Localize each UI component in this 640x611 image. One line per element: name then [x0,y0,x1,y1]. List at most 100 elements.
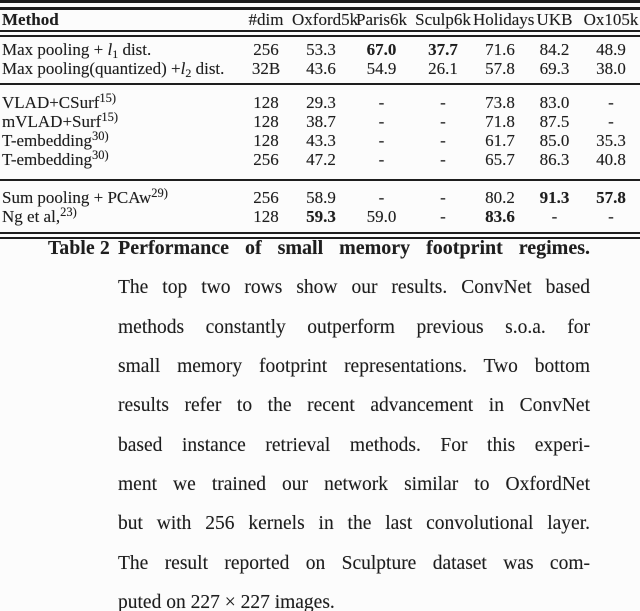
caption-line: small memory footprint representations. … [118,356,590,378]
method-cell: mVLAD+Surf15) [0,110,240,131]
value-cell: - [378,93,385,112]
value-cell: - [440,207,446,226]
column-header-ukb: UKB [527,5,582,37]
method-label: Max pooling(quantized) + [2,59,181,78]
value-cell: 54.9 [366,59,397,78]
value-cell: 87.5 [539,112,570,131]
caption-line: ment we trained our network similar to O… [118,474,590,496]
results-table: Method #dim Oxford5k Paris6k Sculp6k Hol… [0,0,640,239]
header-row: Method #dim Oxford5k Paris6k Sculp6k Hol… [0,5,640,37]
method-cell: VLAD+CSurf15) [0,84,240,112]
caption-line: based instance retrieval methods. For th… [118,434,590,456]
method-label: T-embedding [2,150,93,169]
table-row: Sum pooling + PCAw29) 256 58.9 - - 80.2 91.3 57… [0,180,640,207]
value-cell: 61.7 [485,131,515,150]
method-cell: Ng et al,23) [0,205,240,236]
caption-line: results refer to the recent advancement … [118,395,590,417]
subscript: 1 [112,47,119,61]
caption-line: methods constantly outperform previous s… [118,316,590,338]
value-cell: 59.0 [366,207,397,226]
value-cell: 65.7 [485,150,515,169]
value-cell: 59.3 [306,207,336,226]
value-cell: 48.9 [596,40,626,59]
value-cell: 37.7 [428,40,458,59]
value-cell: 32B [251,59,281,78]
table-row: VLAD+CSurf15) 128 29.3 - - 73.8 83.0 - [0,84,640,112]
column-header-paris6k: Paris6k [350,5,413,37]
value-cell: 85.0 [539,131,570,150]
value-cell: 47.2 [306,150,336,169]
value-cell: 53.3 [306,40,336,59]
method-label: Max pooling + [2,40,108,59]
value-cell: 91.3 [539,188,570,207]
caption-line: The result reported on Sculpture dataset… [118,552,590,574]
reference-superscript: 30) [92,129,109,143]
value-cell: 40.8 [596,150,626,169]
value-cell: - [440,188,446,207]
value-cell: 29.3 [306,93,336,112]
value-cell: 83.0 [539,93,570,112]
caption-line: Performance of small memory footprint re… [118,237,590,259]
value-cell: 83.6 [485,207,515,226]
value-cell: - [440,93,446,112]
value-cell: - [551,207,558,226]
subscript: 2 [185,66,192,80]
value-cell: - [608,93,614,112]
method-label: T-embedding [2,131,93,150]
column-header-oxford5k: Oxford5k [292,5,358,37]
math-variable: l [180,59,186,78]
table-caption: Table 2 Performance of small memory foot… [48,229,640,611]
reference-superscript: 15) [101,110,118,124]
value-cell: 256 [253,188,279,207]
value-cell: - [378,150,385,169]
value-cell: 256 [253,40,279,59]
table-group-2: VLAD+CSurf15) 128 29.3- -73.8 83.0- mVLAD+Sur… [0,84,640,180]
caption-line: puted on 227 × 227 images. [118,592,335,611]
method-cell: T-embedding30) [0,129,240,150]
value-cell: - [608,207,614,226]
value-cell: - [440,112,446,131]
value-cell: 43.3 [306,131,336,150]
value-cell: 71.6 [485,40,515,59]
method-cell: Sum pooling + PCAw29) [0,180,240,207]
table-group-1: Max pooling + l1 dist. 256 53.3 67.0 37.7 71.… [0,34,640,84]
value-cell: 73.8 [485,93,515,112]
method-label: Ng et al, [2,207,61,226]
math-variable: l [107,40,113,59]
value-cell: 128 [253,93,279,112]
method-cell: T-embedding30) [0,149,240,180]
table-row: Ng et al,23) 128 59.3 59.0 - 83.6 - - [0,205,640,236]
reference-superscript: 29) [151,186,168,200]
value-cell: - [378,112,385,131]
method-label: mVLAD+Surf [2,112,102,131]
table-group-3: Sum pooling + PCAw29) 256 58.9- -80.2 91.3 57… [0,180,640,236]
column-header-method: Method [0,5,240,37]
reference-superscript: 23) [60,205,77,219]
caption-text: Performance of small memory footprint re… [118,229,590,611]
value-cell: 128 [253,207,279,226]
caption-line: but with 256 kernels in the last convolu… [118,513,590,535]
value-cell: 256 [253,150,279,169]
table-row: mVLAD+Surf15) 128 38.7 - - 71.8 87.5 - [0,110,640,131]
table-row: T-embedding30) 256 47.2 - - 65.7 86.3 40.8 [0,149,640,180]
value-cell: - [608,112,614,131]
value-cell: 43.6 [306,59,336,78]
caption-label: Table 2 [48,238,110,259]
value-cell: - [440,150,446,169]
method-label: VLAD+CSurf [2,93,100,112]
column-header-sculp6k: Sculp6k [413,5,473,37]
value-cell: 69.3 [539,59,570,78]
value-cell: 57.8 [485,59,515,78]
method-label: dist. [118,40,152,59]
value-cell: 128 [253,112,279,131]
value-cell: 128 [253,131,279,150]
value-cell: - [378,188,385,207]
value-cell: - [440,131,446,150]
caption-line: The top two rows show our results. ConvN… [118,277,590,299]
method-label: Sum pooling + PCAw [2,188,152,207]
value-cell: 38.7 [306,112,336,131]
value-cell: 86.3 [539,150,570,169]
table-row: Max pooling(quantized) +l2 dist. 32B 43.6 5… [0,59,640,84]
table-header: Method #dim Oxford5k Paris6k Sculp6k Hol… [0,5,640,37]
